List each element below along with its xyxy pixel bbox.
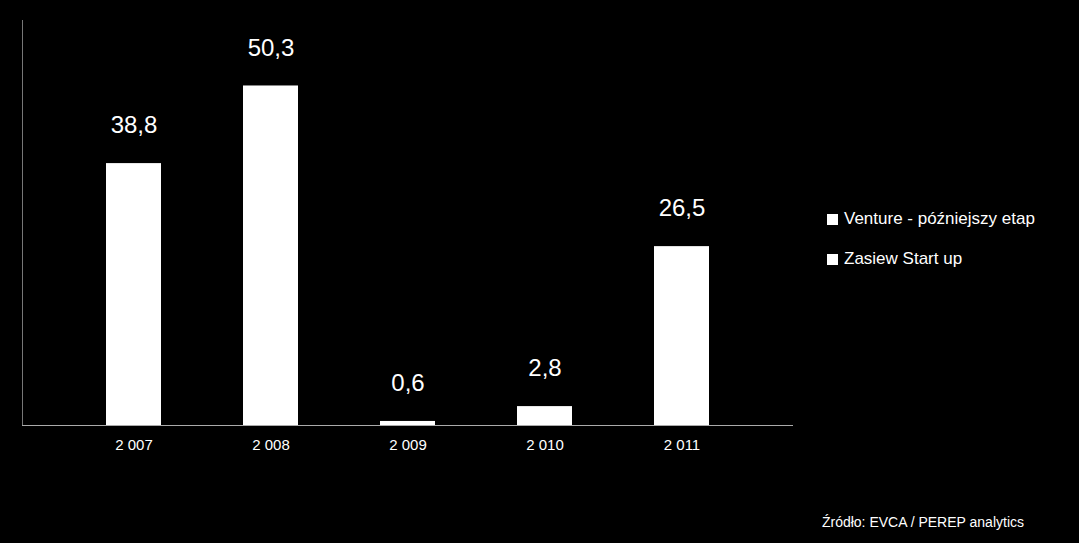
svg-text:2 008: 2 008 — [252, 436, 290, 453]
html-text:Źródło: EVCA / PEREP analytics: Źródło: EVCA / PEREP analytics — [821, 514, 1024, 530]
svg-text:2,8: 2,8 — [528, 354, 561, 381]
svg-text:0,6: 0,6 — [391, 369, 424, 396]
html-text:Zasiew Start up: Zasiew Start up — [844, 249, 963, 268]
svg-text:26,5: 26,5 — [659, 194, 706, 221]
svg-text:2 007: 2 007 — [115, 436, 153, 453]
svg-text:2 009: 2 009 — [389, 436, 427, 453]
svg-text:38,8: 38,8 — [111, 111, 158, 138]
html-text:Venture - późniejszy etap: Venture - późniejszy etap — [844, 209, 1035, 228]
svg-text:2 010: 2 010 — [526, 436, 564, 453]
svg-text:50,3: 50,3 — [248, 34, 295, 61]
svg-text:2 011: 2 011 — [664, 436, 700, 453]
